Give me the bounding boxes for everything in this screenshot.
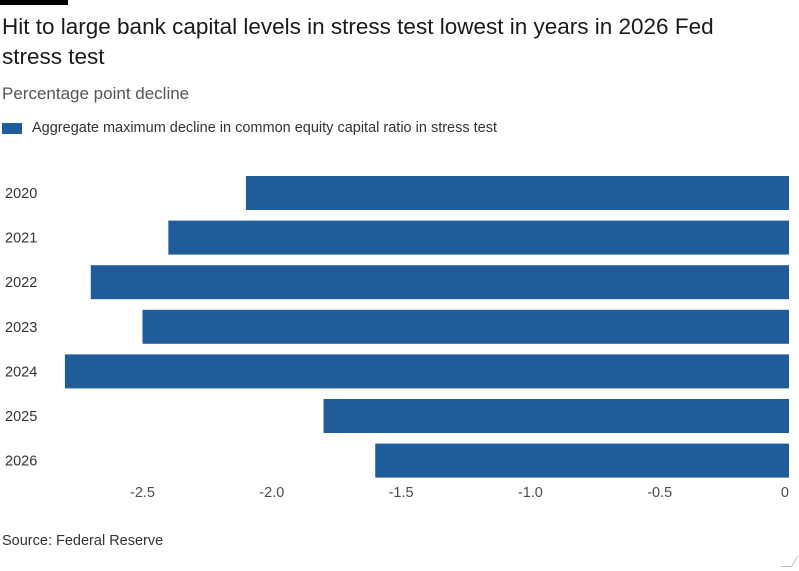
corner-mark	[780, 556, 799, 567]
chart-subtitle: Percentage point decline	[2, 84, 190, 103]
bar-2023	[142, 309, 789, 344]
category-label-2021: 2021	[5, 231, 37, 247]
bar-2022	[90, 265, 789, 300]
legend-label: Aggregate maximum decline in common equi…	[32, 120, 498, 136]
category-label-2022: 2022	[5, 275, 37, 291]
x-tick-label: -2.5	[130, 485, 155, 501]
legend: Aggregate maximum decline in common equi…	[2, 120, 497, 136]
chart-title: Hit to large bank capital levels in stre…	[2, 14, 714, 69]
category-label-2020: 2020	[5, 186, 37, 202]
x-tick-label: 0	[781, 485, 789, 501]
bar-2024	[64, 354, 790, 389]
category-label-2025: 2025	[5, 409, 37, 425]
x-tick-label: -1.0	[518, 485, 543, 501]
bar-2025	[323, 399, 789, 433]
bar-2020	[245, 176, 789, 210]
source-note: Source: Federal Reserve	[2, 533, 164, 549]
bar-chart: 2020 2021 2022 2023 2024 2025 2026 -2.5 -2.0 -1.5…	[5, 176, 790, 501]
bar-2021	[168, 220, 790, 255]
category-label-2026: 2026	[5, 454, 37, 470]
legend-swatch	[2, 122, 22, 134]
bar-2026	[375, 443, 789, 478]
x-tick-label: -1.5	[389, 485, 414, 501]
category-label-2024: 2024	[5, 364, 37, 380]
top-rule	[0, 0, 68, 5]
x-tick-label: -0.5	[647, 485, 672, 501]
category-label-2023: 2023	[5, 320, 37, 336]
x-tick-label: -2.0	[259, 485, 284, 501]
